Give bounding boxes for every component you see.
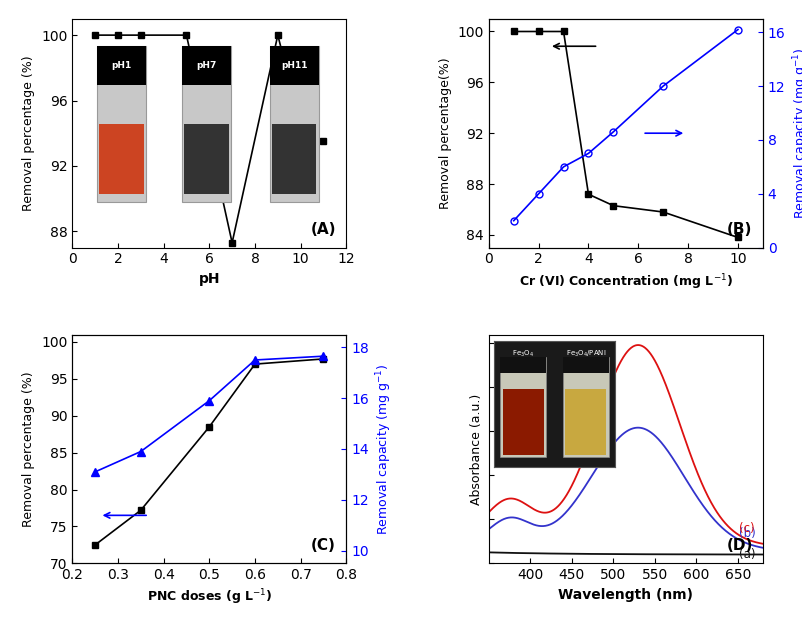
- FancyBboxPatch shape: [269, 46, 318, 85]
- Text: (B): (B): [727, 222, 751, 237]
- X-axis label: PNC doses (g L$^{-1}$): PNC doses (g L$^{-1}$): [146, 588, 272, 607]
- Y-axis label: Removal capacity (mg g$^{-1}$): Removal capacity (mg g$^{-1}$): [790, 48, 802, 219]
- FancyBboxPatch shape: [272, 124, 316, 194]
- X-axis label: pH: pH: [198, 272, 220, 286]
- FancyBboxPatch shape: [184, 124, 229, 194]
- FancyBboxPatch shape: [269, 46, 318, 202]
- Y-axis label: Absorbance (a.u.): Absorbance (a.u.): [470, 393, 483, 505]
- Y-axis label: Removal percentage (%): Removal percentage (%): [22, 55, 35, 211]
- FancyBboxPatch shape: [182, 46, 231, 85]
- Text: (a): (a): [738, 548, 755, 561]
- Text: pH11: pH11: [281, 61, 307, 70]
- Text: (b): (b): [738, 527, 755, 540]
- FancyBboxPatch shape: [97, 46, 146, 85]
- Text: (D): (D): [727, 538, 752, 553]
- X-axis label: Cr (VI) Concentration (mg L$^{-1}$): Cr (VI) Concentration (mg L$^{-1}$): [518, 272, 732, 292]
- FancyBboxPatch shape: [97, 46, 146, 202]
- Y-axis label: Removal percentage(%): Removal percentage(%): [439, 58, 452, 209]
- Y-axis label: Removal capacity (mg g$^{-1}$): Removal capacity (mg g$^{-1}$): [374, 363, 394, 535]
- Text: pH7: pH7: [196, 61, 217, 70]
- FancyBboxPatch shape: [99, 124, 144, 194]
- X-axis label: Wavelength (nm): Wavelength (nm): [557, 588, 692, 602]
- Text: (A): (A): [310, 222, 336, 237]
- Text: (C): (C): [310, 538, 335, 553]
- Y-axis label: Removal percentage (%): Removal percentage (%): [22, 371, 35, 527]
- Text: pH1: pH1: [111, 61, 132, 70]
- Text: (c): (c): [738, 522, 753, 535]
- FancyBboxPatch shape: [182, 46, 231, 202]
